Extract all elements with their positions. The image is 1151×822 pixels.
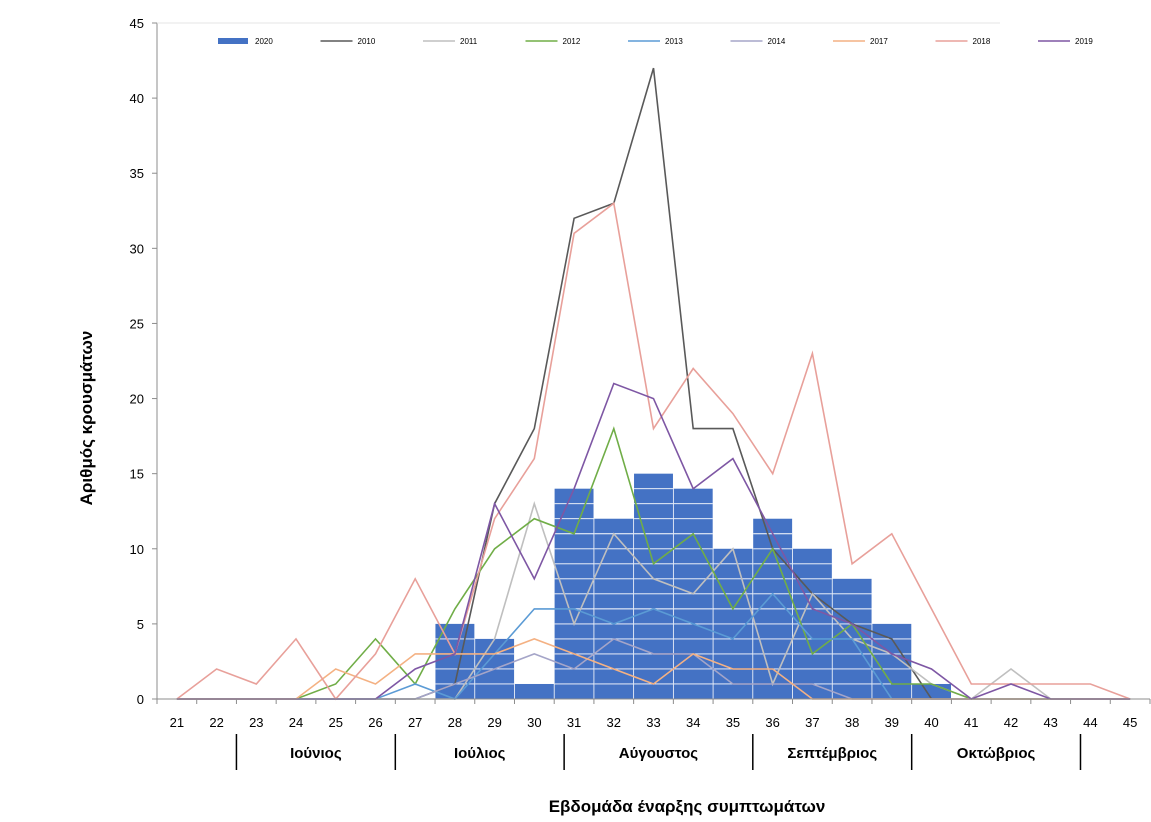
bar-2020 <box>912 683 952 699</box>
month-label: Οκτώβριος <box>957 745 1036 762</box>
legend-label-2019: 2019 <box>1075 37 1093 46</box>
x-tick-label: 22 <box>209 715 223 730</box>
x-tick-label: 25 <box>329 715 343 730</box>
legend-label-2012: 2012 <box>563 37 581 46</box>
legend-label-2011: 2011 <box>460 37 478 46</box>
y-tick-label: 40 <box>130 91 144 106</box>
y-tick-label: 35 <box>130 166 144 181</box>
legend-label-2020: 2020 <box>255 37 273 46</box>
x-tick-label: 45 <box>1123 715 1137 730</box>
month-label: Ιούλιος <box>454 745 506 762</box>
x-tick-label: 21 <box>170 715 184 730</box>
y-tick-label: 10 <box>130 542 144 557</box>
x-tick-label: 38 <box>845 715 859 730</box>
x-tick-label: 28 <box>448 715 462 730</box>
x-tick-label: 26 <box>368 715 382 730</box>
legend-label-2013: 2013 <box>665 37 683 46</box>
y-tick-label: 30 <box>130 241 144 256</box>
bar-2020 <box>872 623 912 699</box>
x-tick-label: 23 <box>249 715 263 730</box>
x-tick-label: 44 <box>1083 715 1097 730</box>
x-tick-label: 42 <box>1004 715 1018 730</box>
y-tick-label: 45 <box>130 16 144 31</box>
y-tick-label: 5 <box>137 617 144 632</box>
x-tick-label: 36 <box>765 715 779 730</box>
legend-label-2014: 2014 <box>768 37 786 46</box>
x-tick-label: 35 <box>726 715 740 730</box>
y-tick-label: 0 <box>137 692 144 707</box>
x-tick-label: 41 <box>964 715 978 730</box>
x-tick-label: 33 <box>646 715 660 730</box>
y-tick-label: 20 <box>130 392 144 407</box>
x-tick-label: 29 <box>487 715 501 730</box>
month-label: Ιούνιος <box>290 745 342 762</box>
y-tick-label: 25 <box>130 316 144 331</box>
bar-2020 <box>435 623 475 699</box>
x-tick-label: 34 <box>686 715 700 730</box>
x-tick-label: 40 <box>924 715 938 730</box>
legend-swatch-2020 <box>218 38 248 44</box>
x-tick-label: 31 <box>567 715 581 730</box>
x-tick-label: 24 <box>289 715 303 730</box>
month-label: Αύγουστος <box>619 745 698 762</box>
legend-label-2010: 2010 <box>358 37 376 46</box>
y-tick-label: 15 <box>130 467 144 482</box>
legend-label-2017: 2017 <box>870 37 888 46</box>
x-tick-label: 27 <box>408 715 422 730</box>
x-tick-label: 32 <box>607 715 621 730</box>
month-label: Σεπτέμβριος <box>787 745 877 762</box>
x-tick-label: 30 <box>527 715 541 730</box>
bar-2020 <box>514 683 554 699</box>
x-tick-label: 43 <box>1043 715 1057 730</box>
x-axis-label: Εβδομάδα έναρξης συμπτωμάτων <box>549 797 826 816</box>
x-tick-label: 39 <box>885 715 899 730</box>
x-tick-label: 37 <box>805 715 819 730</box>
legend-label-2018: 2018 <box>973 37 991 46</box>
y-axis-label: Αριθμός κρουσμάτων <box>77 331 96 506</box>
bar-2020 <box>634 473 673 699</box>
